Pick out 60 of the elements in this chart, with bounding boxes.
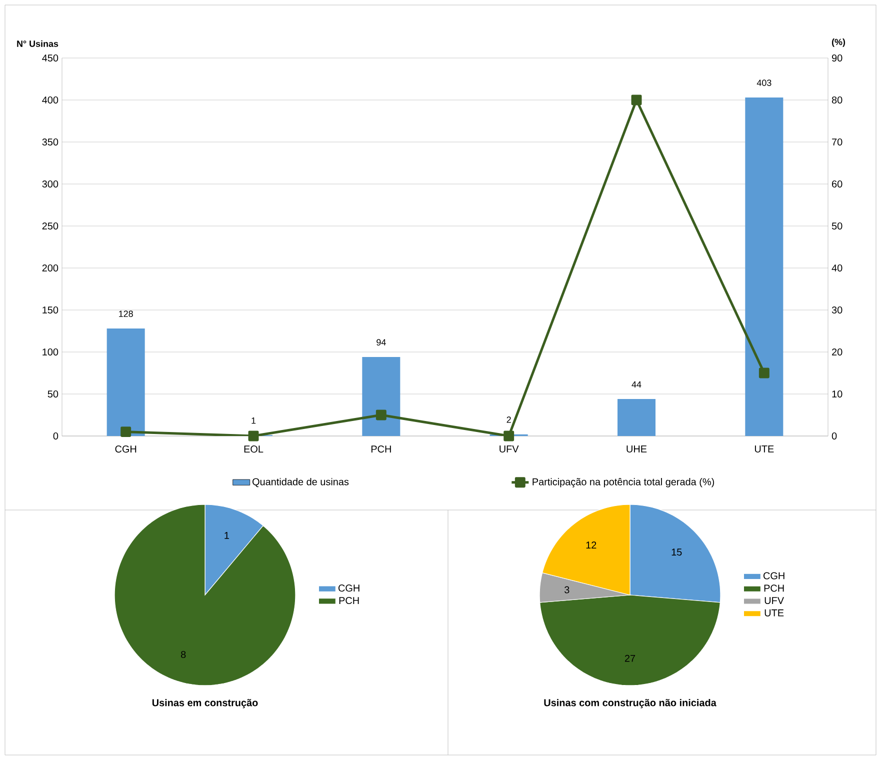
data-label: 94 xyxy=(376,339,386,346)
x-tick-label: EOL xyxy=(244,446,264,453)
point xyxy=(248,430,259,442)
point xyxy=(120,426,132,438)
data-label: 12 xyxy=(586,542,596,548)
y2-tick-label: 0 xyxy=(832,432,837,440)
point xyxy=(376,410,386,420)
bar xyxy=(106,328,145,436)
legend-label: Quantidade de usinas xyxy=(252,478,349,488)
legend-label: PCH xyxy=(764,584,784,592)
data-label: 8 xyxy=(181,650,186,658)
bar xyxy=(618,399,656,436)
data-label: 15 xyxy=(672,548,682,556)
y-tick-label: 450 xyxy=(42,54,58,62)
point xyxy=(631,94,642,106)
data-label: 403 xyxy=(756,80,772,86)
bar xyxy=(745,97,784,436)
data-label: 44 xyxy=(632,381,642,388)
y-tick-label: 400 xyxy=(42,96,58,104)
text: Usinas em construção xyxy=(152,698,258,708)
y2-tick-label: 70 xyxy=(832,138,842,146)
y2-tick-label: 80 xyxy=(832,96,842,104)
y-axis-title: N° Usinas xyxy=(17,40,58,47)
point xyxy=(758,368,770,378)
y-tick-label: 50 xyxy=(48,390,58,398)
y-tick-label: 200 xyxy=(42,264,58,272)
y2-tick-label: 10 xyxy=(832,390,842,398)
point xyxy=(504,430,514,442)
y-tick-label: 0 xyxy=(53,432,58,440)
y-tick-label: 250 xyxy=(42,222,58,230)
legend-label: CGH xyxy=(338,584,360,592)
legend-label: PCH xyxy=(339,596,359,604)
bar xyxy=(362,357,400,436)
legend-label: CGH xyxy=(763,572,784,580)
data-label: 3 xyxy=(564,586,570,594)
y2-tick-label: 30 xyxy=(832,306,842,314)
y-tick-label: 100 xyxy=(42,348,58,356)
data-label: 2 xyxy=(506,416,511,423)
y2-tick-label: 90 xyxy=(832,54,842,62)
y-tick-label: 150 xyxy=(42,306,58,314)
text: Usinas com construção não iniciada xyxy=(544,698,716,708)
y-tick-label: 350 xyxy=(42,138,58,146)
data-label: 1 xyxy=(252,417,256,424)
y2-axis-title: (%) xyxy=(832,38,846,47)
legend-label: UFV xyxy=(764,597,784,604)
legend-label: UTE xyxy=(764,609,784,616)
data-label: 27 xyxy=(624,654,636,662)
legend-label: Participação na potência total gerada (%) xyxy=(532,478,714,488)
x-tick-label: UHE xyxy=(626,446,647,452)
y2-tick-label: 50 xyxy=(832,222,842,230)
x-tick-label: CGH xyxy=(115,446,136,453)
y2-tick-label: 20 xyxy=(832,348,842,356)
x-tick-label: PCH xyxy=(371,446,391,453)
y2-tick-label: 40 xyxy=(832,264,842,272)
x-tick-label: UTE xyxy=(754,446,774,452)
x-tick-label: UFV xyxy=(500,446,519,452)
data-label: 1 xyxy=(224,532,229,539)
y2-tick-label: 60 xyxy=(832,180,842,188)
data-label: 128 xyxy=(119,310,133,317)
y-tick-label: 300 xyxy=(42,180,58,188)
